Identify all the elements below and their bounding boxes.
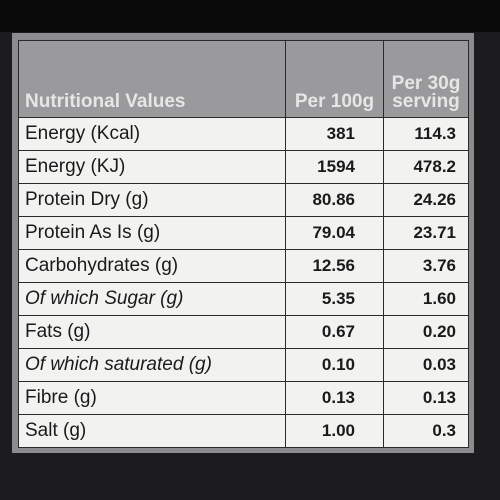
nutrient-label: Fats (g) bbox=[18, 315, 286, 349]
table-row: Fats (g) 0.67 0.20 bbox=[18, 315, 469, 349]
nutrient-value: 114.3 bbox=[383, 117, 469, 151]
nutrient-value: 478.2 bbox=[383, 150, 469, 184]
nutrition-table: Nutritional Values Per 100g Per 30g serv… bbox=[18, 40, 469, 448]
header-cell: Per 30g serving bbox=[383, 40, 469, 118]
table-row: Energy (Kcal) 381 114.3 bbox=[18, 117, 469, 151]
nutrient-value: 1.60 bbox=[383, 282, 469, 316]
nutrient-value: 23.71 bbox=[383, 216, 469, 250]
nutrient-label: Fibre (g) bbox=[18, 381, 286, 415]
table-row: Fibre (g) 0.13 0.13 bbox=[18, 381, 469, 415]
nutrient-value: 0.67 bbox=[285, 315, 384, 349]
nutrient-value: 80.86 bbox=[285, 183, 384, 217]
table-body: Energy (Kcal) 381 114.3 Energy (KJ) 1594 478.… bbox=[18, 117, 469, 448]
background-strip bbox=[0, 0, 500, 32]
nutrient-label: Protein Dry (g) bbox=[18, 183, 286, 217]
nutrient-value: 1.00 bbox=[285, 414, 384, 448]
nutrient-label: Protein As Is (g) bbox=[18, 216, 286, 250]
nutrient-value: 0.13 bbox=[285, 381, 384, 415]
nutrient-value: 0.20 bbox=[383, 315, 469, 349]
header-cell: Per 100g bbox=[285, 40, 384, 118]
nutrient-label: Energy (Kcal) bbox=[18, 117, 286, 151]
nutrient-value: 24.26 bbox=[383, 183, 469, 217]
nutrient-value: 381 bbox=[285, 117, 384, 151]
table-row: Salt (g) 1.00 0.3 bbox=[18, 414, 469, 448]
nutrient-label: Of which saturated (g) bbox=[18, 348, 286, 382]
header-row: Nutritional Values Per 100g Per 30g serv… bbox=[18, 40, 469, 118]
header-cell: Nutritional Values bbox=[18, 40, 286, 118]
table-row: Carbohydrates (g) 12.56 3.76 bbox=[18, 249, 469, 283]
nutrient-value: 0.03 bbox=[383, 348, 469, 382]
nutrient-value: 0.3 bbox=[383, 414, 469, 448]
nutrient-label: Carbohydrates (g) bbox=[18, 249, 286, 283]
nutrient-label: Of which Sugar (g) bbox=[18, 282, 286, 316]
table-row: Protein Dry (g) 80.86 24.26 bbox=[18, 183, 469, 217]
nutrient-value: 5.35 bbox=[285, 282, 384, 316]
nutrient-value: 1594 bbox=[285, 150, 384, 184]
table-row: Energy (KJ) 1594 478.2 bbox=[18, 150, 469, 184]
nutrient-value: 3.76 bbox=[383, 249, 469, 283]
table-row: Of which Sugar (g) 5.35 1.60 bbox=[18, 282, 469, 316]
nutrient-value: 79.04 bbox=[285, 216, 384, 250]
table-row: Protein As Is (g) 79.04 23.71 bbox=[18, 216, 469, 250]
nutrient-label: Salt (g) bbox=[18, 414, 286, 448]
nutrient-value: 0.10 bbox=[285, 348, 384, 382]
nutrient-label: Energy (KJ) bbox=[18, 150, 286, 184]
nutrient-value: 12.56 bbox=[285, 249, 384, 283]
table-row: Of which saturated (g) 0.10 0.03 bbox=[18, 348, 469, 382]
nutrient-value: 0.13 bbox=[383, 381, 469, 415]
